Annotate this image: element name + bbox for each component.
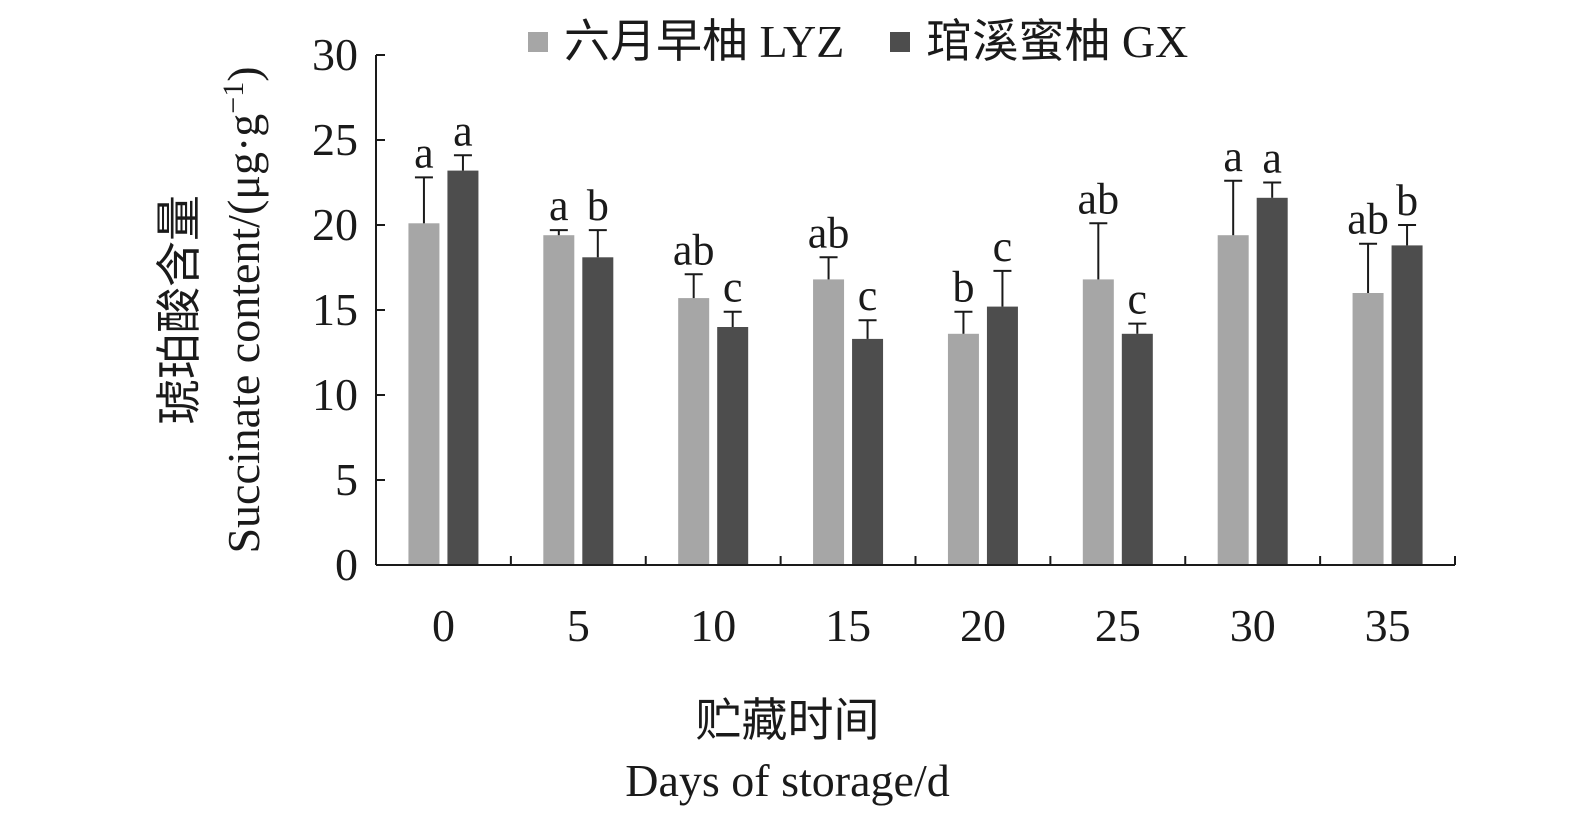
legend-label-gx: 琯溪蜜柚 GX [926, 16, 1189, 67]
y-tick-label-3: 15 [312, 284, 358, 335]
bar-s0-0 [408, 223, 440, 566]
sig-label-s0-4: b [952, 263, 974, 312]
y-tick-label-0: 0 [335, 539, 358, 590]
sig-label-s1-4: c [993, 222, 1013, 271]
bar-s0-3 [813, 279, 845, 565]
sig-label-s1-6: a [1262, 134, 1282, 183]
y-tick-label-6: 30 [312, 29, 358, 80]
y-tick-label-2: 10 [312, 369, 358, 420]
legend-swatch-lyz [528, 32, 548, 52]
x-tick-label-3: 15 [825, 600, 871, 651]
bar-s1-1 [582, 257, 614, 565]
sig-label-s0-3: ab [808, 208, 850, 257]
bar-s1-2 [717, 327, 749, 565]
bar-s1-0 [447, 170, 479, 565]
bar-s0-1 [543, 235, 575, 565]
bar-s0-2 [678, 298, 710, 565]
y-axis-title-en-main: Succinate content/(μg·g [218, 113, 270, 554]
bar-s1-3 [852, 338, 884, 565]
sig-label-s0-6: a [1223, 132, 1243, 181]
x-tick-label-1: 5 [567, 600, 590, 651]
x-axis-title-cn: 贮藏时间 [695, 695, 880, 746]
bar-s0-5 [1082, 279, 1114, 565]
x-tick-label-7: 35 [1365, 600, 1411, 651]
bar-s0-4 [947, 333, 979, 565]
legend-swatch-gx [890, 32, 911, 52]
bar-s0-7 [1352, 293, 1384, 565]
x-tick-label-0: 0 [432, 600, 455, 651]
sig-label-s1-3: c [858, 271, 878, 320]
x-tick-label-2: 10 [690, 600, 736, 651]
y-axis-title-en: Succinate content/(μg·g−1) [207, 66, 271, 553]
sig-label-s1-2: c [723, 263, 743, 312]
sig-label-s0-1: a [549, 181, 569, 230]
y-axis-title-en-tail: ) [218, 66, 270, 82]
legend-item-gx: 琯溪蜜柚 GX [890, 14, 1188, 70]
sig-label-s0-2: ab [673, 225, 715, 274]
sig-label-s1-1: b [587, 181, 609, 230]
sig-label-s0-0: a [414, 128, 434, 177]
y-tick-label-5: 25 [312, 114, 358, 165]
y-tick-label-4: 20 [312, 199, 358, 250]
sig-label-s0-7: ab [1347, 195, 1389, 244]
x-tick-label-6: 30 [1230, 600, 1276, 651]
legend-item-lyz: 六月早柚 LYZ [528, 14, 844, 70]
y-axis-title: 琥珀酸含量 Succinate content/(μg·g−1) [153, 66, 271, 553]
y-axis-title-cn: 琥珀酸含量 [153, 195, 205, 426]
y-axis-title-en-sup: −1 [216, 81, 250, 114]
y-tick-label-1: 5 [335, 454, 358, 505]
sig-label-s0-5: ab [1078, 174, 1120, 223]
bar-s1-7 [1391, 245, 1423, 565]
bar-s1-5 [1121, 333, 1153, 565]
legend: 六月早柚 LYZ 琯溪蜜柚 GX [528, 14, 1234, 70]
x-tick-label-5: 25 [1095, 600, 1141, 651]
bar-s0-6 [1217, 235, 1249, 565]
bar-s1-4 [986, 306, 1018, 565]
sig-label-s1-5: c [1128, 275, 1148, 324]
bar-s1-6 [1256, 197, 1288, 566]
x-tick-label-4: 20 [960, 600, 1006, 651]
sig-label-s1-0: a [453, 106, 473, 155]
x-axis-title-en: Days of storage/d [625, 755, 950, 806]
legend-label-lyz: 六月早柚 LYZ [564, 16, 845, 67]
sig-label-s1-7: b [1396, 176, 1418, 225]
